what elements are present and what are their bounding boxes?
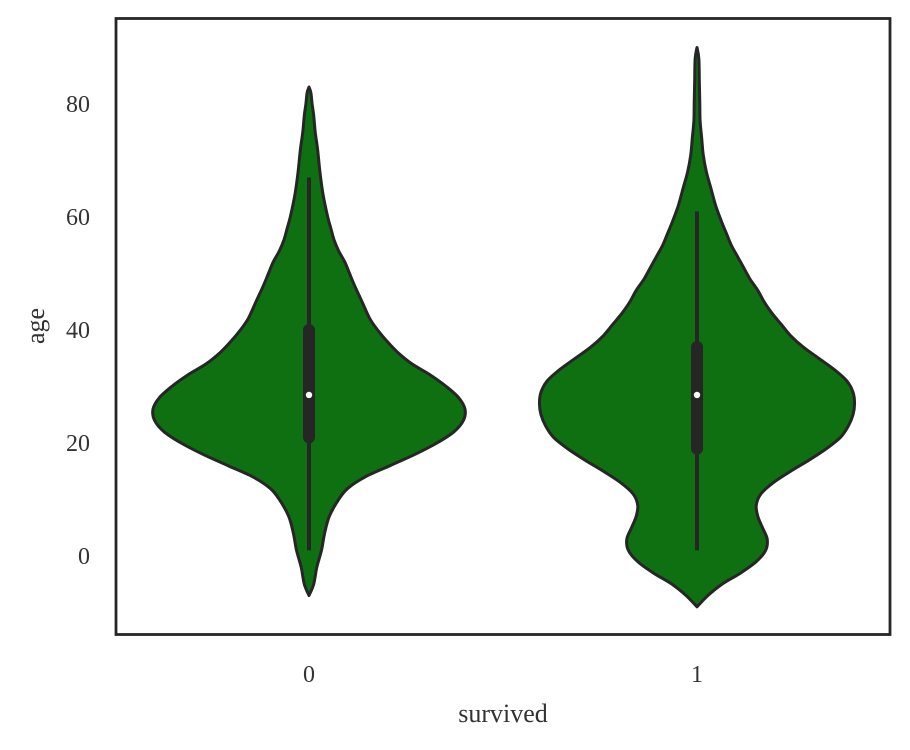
y-tick-label-0: 0 [78, 544, 90, 570]
y-tick-label-20: 20 [66, 431, 90, 457]
y-axis-label: age [21, 308, 50, 344]
violin-median-1 [693, 391, 701, 399]
y-tick-label-60: 60 [66, 205, 90, 231]
y-axis-ticks: 0 20 40 60 80 [66, 92, 90, 570]
violin-group-0 [151, 85, 467, 598]
x-axis-label: survived [458, 699, 548, 728]
violin-group-1 [537, 46, 857, 609]
x-tick-label-1: 1 [691, 662, 703, 688]
y-tick-label-40: 40 [66, 318, 90, 344]
violins-layer [151, 46, 857, 609]
plot-frame [114, 17, 892, 636]
x-tick-label-0: 0 [303, 662, 315, 688]
violin-median-0 [305, 391, 313, 399]
y-tick-label-80: 80 [66, 92, 90, 118]
